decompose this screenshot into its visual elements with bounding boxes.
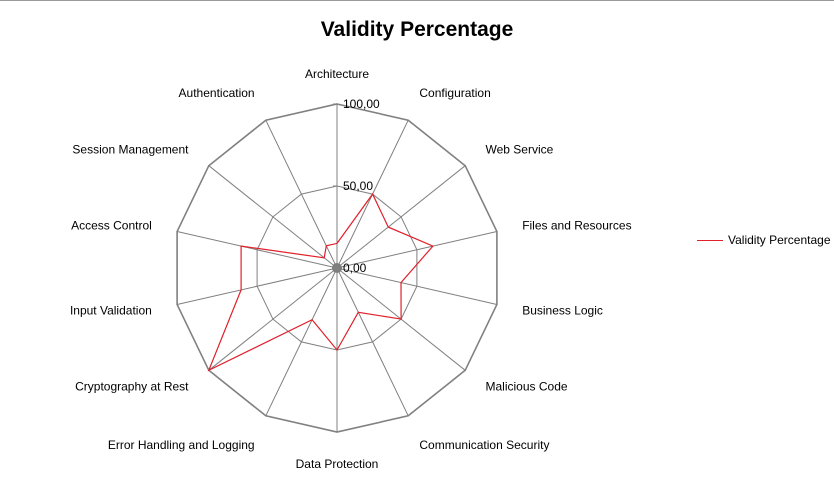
spoke-11 — [176, 267, 338, 305]
legend-swatch — [697, 239, 723, 241]
spoke-4 — [336, 231, 498, 269]
category-label: Web Service — [486, 143, 554, 157]
tick-label: 0,00 — [343, 261, 367, 275]
category-label: Architecture — [305, 67, 369, 81]
radar-series — [207, 192, 434, 372]
spoke-14 — [265, 119, 338, 269]
spoke-13 — [208, 165, 338, 269]
category-label: Data Protection — [296, 457, 379, 471]
category-label: Files and Resources — [522, 219, 631, 233]
spoke-7 — [336, 267, 409, 417]
spoke-9 — [265, 267, 338, 417]
tick-labels: 0,00 50,00 100,00 — [333, 97, 380, 275]
category-label: Authentication — [179, 86, 255, 100]
spoke-3 — [336, 165, 466, 269]
tick-label: 100,00 — [343, 97, 380, 111]
category-label: Cryptography at Rest — [75, 380, 189, 394]
legend: Validity Percentage — [697, 233, 831, 247]
category-label: Error Handling and Logging — [108, 438, 255, 452]
category-label: Session Management — [72, 143, 189, 157]
category-label: Access Control — [71, 219, 152, 233]
category-labels: Architecture Configuration Web Service File… — [70, 67, 632, 471]
spoke-10 — [208, 267, 338, 371]
top-border — [0, 0, 834, 1]
legend-label: Validity Percentage — [728, 233, 831, 247]
category-label: Communication Security — [419, 438, 549, 452]
category-label: Business Logic — [522, 303, 603, 317]
category-label: Malicious Code — [486, 380, 568, 394]
category-label: Input Validation — [70, 303, 152, 317]
chart-title: Validity Percentage — [320, 18, 514, 41]
spoke-12 — [176, 231, 338, 269]
spoke-5 — [336, 267, 498, 305]
tick-label: 50,00 — [343, 179, 373, 193]
category-label: Configuration — [419, 86, 490, 100]
